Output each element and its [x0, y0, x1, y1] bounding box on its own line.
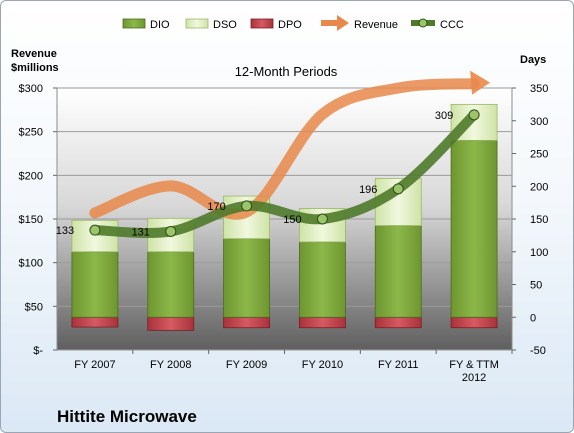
x-tick-label: 2012 — [462, 372, 486, 384]
y-right-tick-label: 100 — [530, 247, 548, 259]
ccc-data-label: 133 — [56, 225, 74, 237]
ccc-point — [89, 224, 101, 236]
bar-dpo — [71, 316, 119, 328]
y-right-tick-label: 50 — [530, 280, 542, 292]
bar-dpo — [223, 316, 270, 329]
legend-item-dio: DIO — [122, 18, 170, 31]
legend-swatch — [250, 18, 274, 29]
ccc-data-label: 309 — [435, 110, 453, 122]
legend-item-ccc: CCC — [411, 18, 464, 31]
y-left-tick-label: $250 — [19, 127, 43, 139]
legend-label: DSO — [213, 19, 237, 31]
bar-dio — [450, 139, 498, 318]
legend-item-revenue: Revenue — [321, 15, 398, 31]
legend-label: CCC — [440, 19, 464, 31]
y-left-tick-label: $300 — [19, 83, 43, 95]
bar-dio — [374, 225, 422, 318]
bar-dio — [299, 241, 346, 318]
y-right-tick-label: 250 — [530, 149, 548, 161]
legend-swatch-arrowhead — [337, 15, 349, 31]
x-tick-label: FY 2007 — [74, 359, 115, 371]
ccc-point — [241, 200, 253, 212]
y-right-tick-label: 0 — [530, 312, 536, 324]
ccc-point — [316, 213, 328, 225]
legend: DIO DSO DPO Revenue CCC — [122, 15, 464, 31]
y-right-tick-label: 200 — [530, 181, 548, 193]
company-name: Hittite Microwave — [57, 407, 197, 426]
bar-dpo — [147, 316, 195, 331]
y-left-tick-label: $50 — [25, 301, 43, 313]
plot-area: $- $50 $100 $150 $200 $250 $300 -50 0 50 100 150 200… — [19, 70, 548, 384]
ccc-data-label: 196 — [359, 184, 377, 196]
x-tick-label: FY 2010 — [302, 359, 343, 371]
bar-dio — [71, 251, 119, 318]
revenue-arrowhead — [470, 70, 491, 95]
y-right-tick-label: 150 — [530, 214, 548, 226]
legend-swatch-dot — [418, 18, 428, 28]
bar-dio — [147, 251, 195, 318]
legend-label: DPO — [278, 19, 302, 31]
y-right-tick-label: -50 — [530, 345, 546, 357]
x-tick-label: FY 2011 — [378, 359, 419, 371]
y-left-tick-label: $200 — [19, 170, 43, 182]
bar-dpo — [299, 316, 346, 329]
bar-dpo — [374, 316, 422, 329]
y-right-tick-label: 350 — [530, 83, 548, 95]
y-left-title-line1: Revenue — [11, 48, 57, 60]
y-left-tick-label: $150 — [19, 214, 43, 226]
legend-label: DIO — [150, 19, 170, 31]
y-left-tick-label: $100 — [19, 258, 43, 270]
y-right-title: Days — [520, 54, 546, 66]
y-left-tick-label: $- — [33, 345, 43, 357]
bar-dpo — [450, 316, 498, 329]
legend-swatch — [185, 18, 209, 29]
y-right-tick-label: 300 — [530, 116, 548, 128]
revenue-line — [89, 78, 480, 220]
ccc-data-label: 170 — [207, 201, 225, 213]
ccc-point — [165, 225, 177, 237]
legend-swatch — [122, 18, 146, 29]
x-tick-label: FY 2008 — [150, 359, 191, 371]
ccc-point — [468, 109, 480, 121]
ccc-data-label: 131 — [132, 226, 150, 238]
x-tick-label: FY 2009 — [226, 359, 267, 371]
legend-item-dso: DSO — [185, 18, 237, 31]
y-left-title-line2: $millions — [11, 62, 59, 74]
ccc-point — [392, 183, 404, 195]
legend-item-dpo: DPO — [250, 18, 302, 31]
bar-dio — [223, 238, 270, 318]
x-tick-label: FY & TTM — [449, 359, 499, 371]
ccc-data-label: 150 — [283, 214, 301, 226]
chart-title: 12-Month Periods — [235, 64, 338, 79]
legend-label: Revenue — [354, 19, 398, 31]
